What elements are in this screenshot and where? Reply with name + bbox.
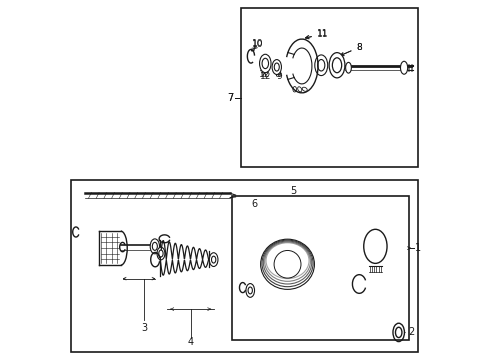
Ellipse shape: [314, 55, 327, 76]
Ellipse shape: [271, 59, 281, 75]
Text: 12: 12: [260, 67, 271, 81]
Ellipse shape: [395, 327, 401, 338]
Ellipse shape: [259, 54, 270, 73]
Text: 11: 11: [305, 29, 328, 39]
Text: 5: 5: [289, 186, 295, 197]
Ellipse shape: [274, 63, 279, 71]
Ellipse shape: [157, 247, 164, 260]
Text: 2: 2: [408, 327, 414, 337]
Ellipse shape: [159, 250, 163, 257]
Ellipse shape: [247, 287, 252, 294]
Ellipse shape: [332, 58, 341, 73]
Text: 7: 7: [226, 93, 233, 103]
Text: 9: 9: [274, 71, 280, 80]
Text: 8: 8: [340, 43, 362, 56]
Text: 10: 10: [252, 40, 264, 49]
Text: 7: 7: [226, 93, 233, 103]
Text: 1: 1: [414, 243, 420, 253]
Ellipse shape: [345, 62, 351, 73]
Ellipse shape: [152, 242, 157, 250]
Ellipse shape: [245, 284, 254, 297]
Polygon shape: [99, 231, 121, 265]
Ellipse shape: [150, 239, 159, 254]
Ellipse shape: [274, 251, 301, 278]
Bar: [231, 196, 408, 339]
Text: 10: 10: [251, 39, 264, 51]
Text: 6: 6: [251, 199, 257, 210]
Text: 9: 9: [276, 69, 281, 81]
Ellipse shape: [317, 59, 324, 71]
Text: 4: 4: [187, 337, 193, 347]
Text: 11: 11: [305, 30, 328, 39]
Ellipse shape: [392, 323, 404, 342]
Ellipse shape: [262, 58, 268, 69]
Bar: [241, 8, 418, 167]
Ellipse shape: [328, 53, 344, 78]
Text: 12: 12: [258, 71, 270, 80]
Text: 3: 3: [141, 323, 147, 333]
Ellipse shape: [211, 256, 215, 263]
Ellipse shape: [400, 61, 407, 74]
Text: 8: 8: [340, 43, 362, 56]
Bar: [70, 180, 418, 352]
Ellipse shape: [209, 253, 218, 266]
Ellipse shape: [363, 229, 386, 264]
